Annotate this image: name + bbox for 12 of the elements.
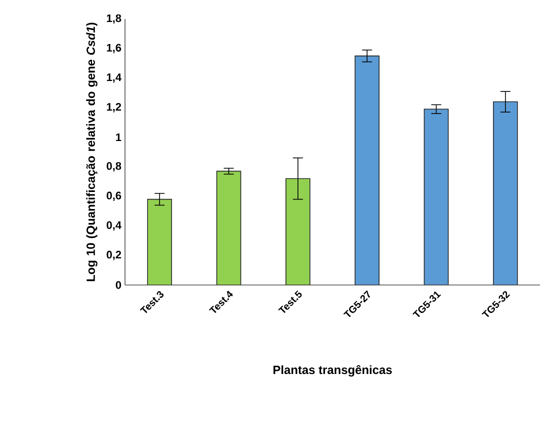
y-tick-label: 0,8 bbox=[106, 162, 122, 172]
y-axis-title: Log 10 (Quantificação relativa do gene Csd1) bbox=[86, 22, 98, 282]
y-tick-label: 1,8 bbox=[106, 14, 122, 24]
y-tick-label: 1,4 bbox=[106, 74, 122, 83]
y-tick-label: 1 bbox=[116, 133, 122, 141]
y-tick-label: 1,6 bbox=[106, 44, 122, 54]
y-tick-label: 0,4 bbox=[106, 221, 122, 231]
y-tick-label: 0,2 bbox=[106, 250, 122, 260]
y-tick-label: 0 bbox=[116, 281, 122, 289]
y-tick-label: 1,2 bbox=[106, 103, 122, 112]
y-tick-label: 0,6 bbox=[106, 192, 122, 202]
x-axis-title: Plantas transgênicas bbox=[274, 365, 392, 377]
